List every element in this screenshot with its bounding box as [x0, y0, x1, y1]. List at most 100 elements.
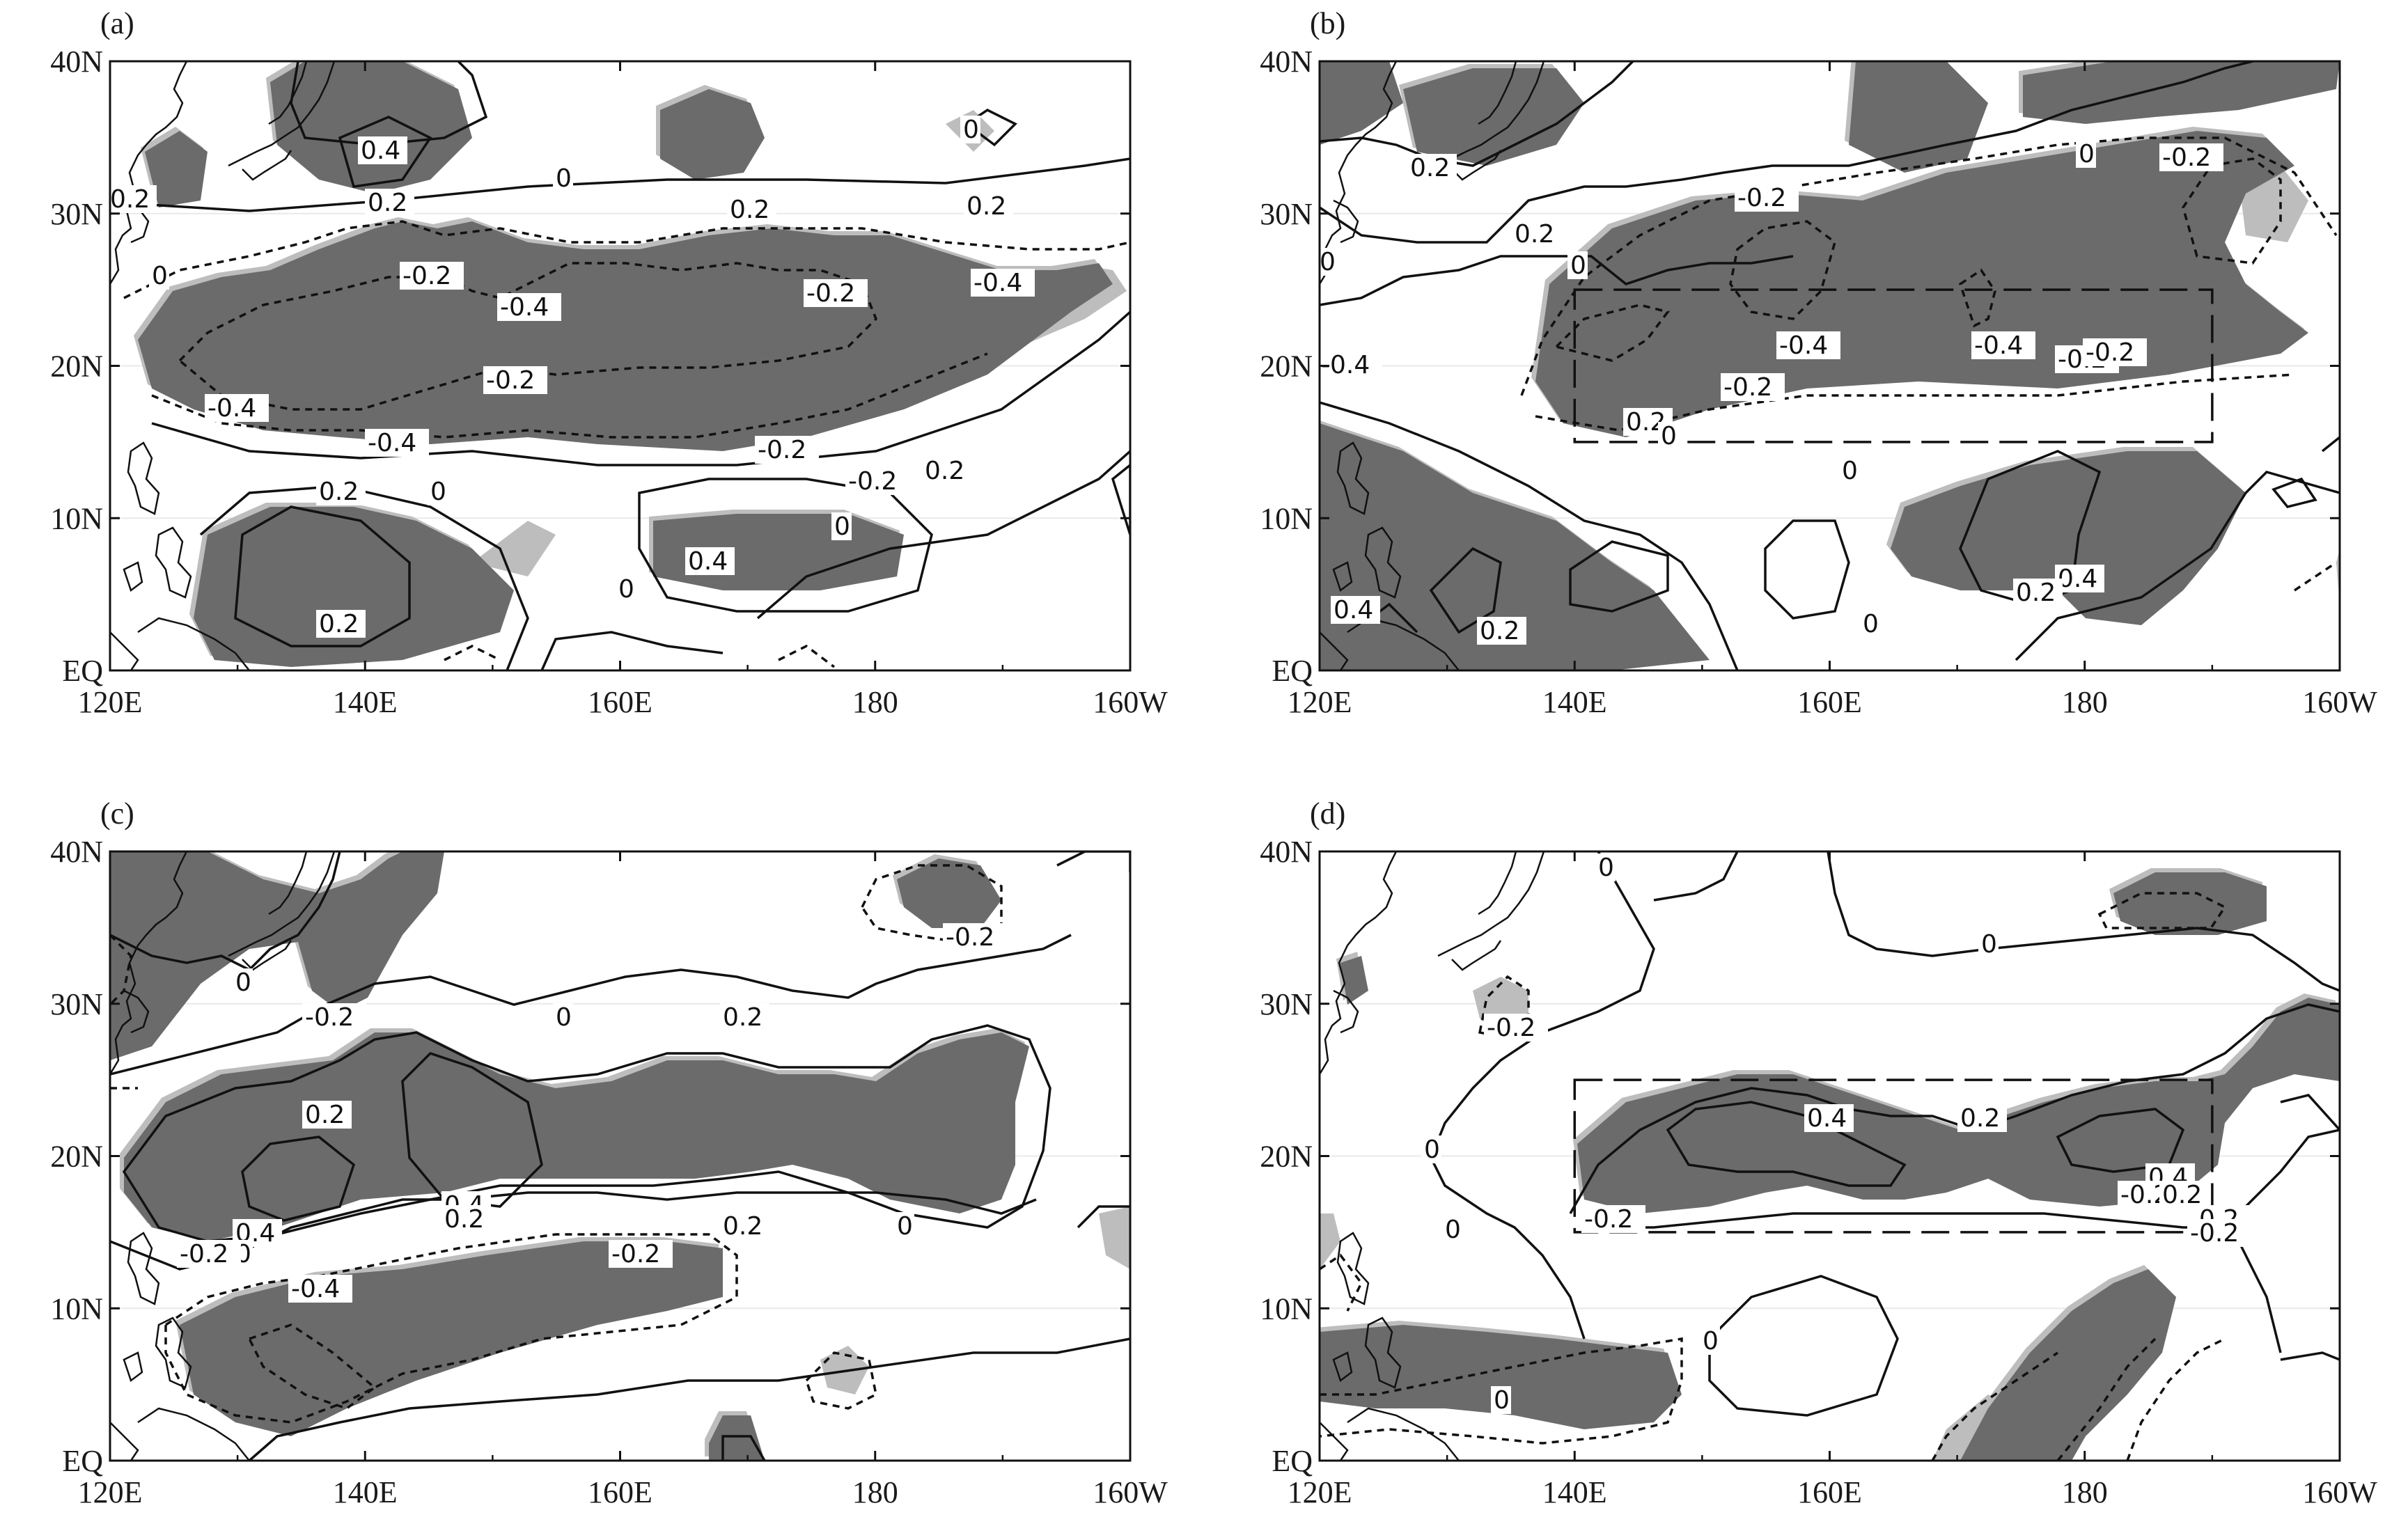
lon-tick-label: 140E [1542, 685, 1607, 719]
contour-label-text: 0 [1981, 930, 1997, 959]
contour-label-text: 0 [1598, 854, 1614, 882]
contour-label-text: -0.4 [368, 429, 416, 457]
contour-label: -0.2 [177, 1240, 241, 1268]
contour-label: -0.4 [497, 293, 561, 322]
lon-tick-label: 120E [78, 685, 143, 719]
contour-label: 0 [1567, 251, 1588, 280]
contour-label-text: -0.2 [1737, 184, 1786, 212]
contour-negative [151, 352, 988, 439]
contour-label-text: 0 [2350, 485, 2366, 513]
contour-positive [1708, 1275, 1899, 1417]
contour-label-text: 0.2 [1515, 220, 1554, 249]
panel-label: (d) [1310, 796, 1345, 831]
contour-positive [1569, 540, 1669, 613]
contour-label: 0 [2076, 140, 2096, 168]
contour-positive [721, 1435, 766, 1461]
contour-label-text: 0.4 [1334, 596, 1373, 624]
contour-label-text: 0 [1424, 1136, 1440, 1164]
map-panel-d: 00-0.20.20.40.400-0.20.2-0.2-0.2-0.20012… [1260, 796, 2377, 1509]
contour-label: 0 [1978, 930, 1999, 959]
contour-positive [1320, 61, 1634, 167]
contour-positive [2271, 477, 2317, 508]
contour-label: 0.4 [233, 1219, 282, 1248]
contour-label: -0.2 [1735, 184, 1799, 212]
shading-weak [1099, 1207, 1130, 1269]
contour-label: 0 [960, 116, 980, 144]
contour-label: 0 [428, 478, 448, 506]
contour-label: 0.4 [1804, 1104, 1854, 1133]
shading-strong [897, 858, 1001, 928]
map-panel-a: 0.4 0.2 0.2 0 0.2 0 0.2 0 -0.2 -0.4 -0.2 -0.4 -0.2 -0… [50, 6, 1168, 719]
contour-negative [110, 934, 132, 1006]
contour-label: -0.2 [1721, 373, 1785, 402]
contour-positive [2321, 436, 2340, 453]
contour-label-text: 0 [235, 968, 251, 997]
contour-label: -0.2 [483, 366, 547, 395]
contour-label-text: -0.2 [611, 1240, 660, 1268]
contour-label: -0.2 [1484, 1014, 1548, 1042]
lon-tick-label: 180 [2062, 685, 2108, 719]
contour-positive [234, 505, 411, 647]
contour-positive [1056, 851, 1130, 872]
contour-positive [290, 61, 488, 146]
contour-label-text: 0.4 [1807, 1104, 1847, 1133]
contour-label-text: 0.2 [2162, 1181, 2202, 1209]
contour-label-text: -0.2 [1584, 1205, 1633, 1234]
lat-tick-label: 10N [1260, 501, 1313, 535]
contour-label-text: 0.2 [1480, 617, 1519, 645]
contour-label: 0.2 [922, 457, 971, 485]
lat-tick-label: EQ [1272, 1444, 1313, 1478]
contour-label-text: -0.2 [305, 1003, 354, 1032]
shading-strong [145, 131, 208, 207]
lon-tick-label: 180 [2062, 1475, 2108, 1509]
contour-label-text: 0.4 [688, 547, 728, 576]
contour-label-text: -0.2 [1723, 373, 1772, 402]
contour-negative [1520, 136, 2338, 396]
contour-label-text: -0.4 [291, 1275, 340, 1303]
contour-label-text: -0.4 [1974, 331, 2023, 360]
contour-label: 0.2 [110, 185, 157, 214]
lat-tick-label: 40N [50, 835, 103, 869]
contour-positive [137, 157, 1130, 212]
contour-label: 0 [831, 512, 852, 541]
contour-label: 0 [2347, 485, 2368, 513]
contour-negative [1320, 1253, 1363, 1312]
contour-label: -0.4 [365, 429, 429, 457]
contour-positive [110, 934, 1072, 1076]
contour-positive [2280, 1094, 2340, 1131]
contour-label: -0.2 [943, 923, 1007, 952]
lon-tick-label: 160W [1093, 1475, 1168, 1509]
contour-label: 0.2 [2159, 1181, 2209, 1209]
contour-label-text: 0.2 [319, 478, 359, 506]
contour-label: -0.2 [1581, 1205, 1645, 1234]
contour-label: 0 [149, 262, 169, 290]
lat-tick-label: 40N [50, 45, 103, 79]
contour-positive [2280, 1351, 2340, 1361]
lat-tick-label: 30N [50, 197, 103, 231]
contour-positive [1430, 851, 1655, 1339]
contour-positive [2056, 1108, 2185, 1173]
lon-tick-label: 160W [2302, 685, 2377, 719]
lat-tick-label: 10N [1260, 1291, 1313, 1326]
contour-label: -0.4 [971, 269, 1035, 297]
contour-negative [860, 864, 1003, 943]
contour-positive [1653, 851, 1739, 902]
contour-label: 0 [233, 968, 253, 997]
contour-negative [2097, 892, 2227, 929]
contour-label-text: 0.2 [723, 1003, 763, 1032]
contour-label: 0.4 [2055, 565, 2104, 593]
contour-label-text: 0.2 [2016, 579, 2056, 607]
contour-label: -0.4 [1776, 331, 1840, 360]
shading-weak [472, 521, 556, 576]
lat-tick-label: EQ [62, 1444, 103, 1478]
contour-positive [1320, 255, 1794, 306]
lon-tick-label: 120E [1288, 685, 1352, 719]
contour-label: -0.4 [1971, 331, 2035, 360]
contour-positive [2015, 471, 2340, 661]
contour-label-text: -0.4 [500, 293, 549, 322]
contour-positive [1598, 1129, 2340, 1229]
contour-negative [247, 1323, 377, 1410]
shading-strong [124, 1032, 1029, 1241]
lon-tick-label: 160E [588, 1475, 652, 1509]
lat-tick-label: 20N [1260, 1140, 1313, 1174]
